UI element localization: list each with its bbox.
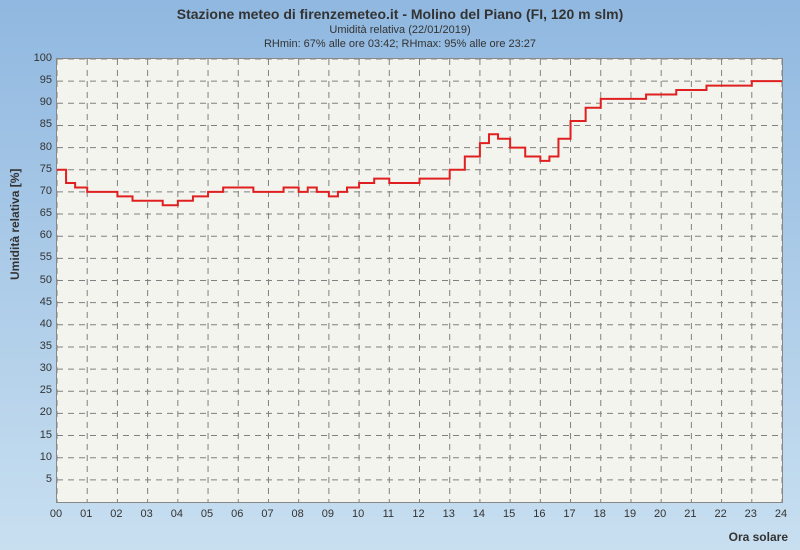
y-tick: 60 [40, 229, 52, 241]
y-tick: 40 [40, 318, 52, 330]
y-tick: 50 [40, 274, 52, 286]
x-tick: 21 [684, 508, 696, 520]
chart-container: Stazione meteo di firenzemeteo.it - Moli… [0, 0, 800, 550]
data-line [57, 59, 782, 502]
x-tick: 01 [80, 508, 92, 520]
y-tick: 70 [40, 185, 52, 197]
y-tick: 80 [40, 141, 52, 153]
y-tick: 25 [40, 384, 52, 396]
x-tick: 15 [503, 508, 515, 520]
x-tick: 04 [171, 508, 183, 520]
x-tick: 11 [383, 508, 394, 520]
y-tick: 85 [40, 118, 52, 130]
y-tick: 55 [40, 251, 52, 263]
x-tick: 06 [231, 508, 243, 520]
chart-subtitle-1: Umidità relativa (22/01/2019) [0, 22, 800, 36]
x-tick: 07 [261, 508, 273, 520]
x-tick: 12 [412, 508, 424, 520]
x-tick: 24 [775, 508, 787, 520]
x-tick: 22 [714, 508, 726, 520]
y-tick: 5 [46, 473, 52, 485]
y-tick: 20 [40, 406, 52, 418]
x-tick: 08 [292, 508, 304, 520]
y-tick: 100 [34, 52, 52, 64]
x-tick: 23 [745, 508, 757, 520]
x-tick: 10 [352, 508, 364, 520]
chart-subtitle-2: RHmin: 67% alle ore 03:42; RHmax: 95% al… [0, 36, 800, 50]
plot-area [56, 58, 783, 503]
y-tick: 30 [40, 362, 52, 374]
x-tick: 14 [473, 508, 485, 520]
y-tick: 35 [40, 340, 52, 352]
x-tick: 17 [563, 508, 575, 520]
x-tick: 18 [594, 508, 606, 520]
x-tick: 20 [654, 508, 666, 520]
x-tick: 19 [624, 508, 636, 520]
y-tick: 15 [40, 429, 52, 441]
x-tick: 13 [443, 508, 455, 520]
y-tick: 75 [40, 163, 52, 175]
y-tick: 10 [40, 451, 52, 463]
y-tick: 45 [40, 296, 52, 308]
x-tick: 09 [322, 508, 334, 520]
x-tick: 00 [50, 508, 62, 520]
x-tick: 16 [533, 508, 545, 520]
y-axis-label: Umidità relativa [%] [8, 169, 22, 280]
y-tick: 65 [40, 207, 52, 219]
chart-title: Stazione meteo di firenzemeteo.it - Moli… [0, 0, 800, 22]
x-tick: 03 [141, 508, 153, 520]
x-tick: 02 [110, 508, 122, 520]
x-axis-label: Ora solare [729, 530, 788, 544]
y-tick: 95 [40, 74, 52, 86]
y-tick: 90 [40, 96, 52, 108]
x-tick: 05 [201, 508, 213, 520]
